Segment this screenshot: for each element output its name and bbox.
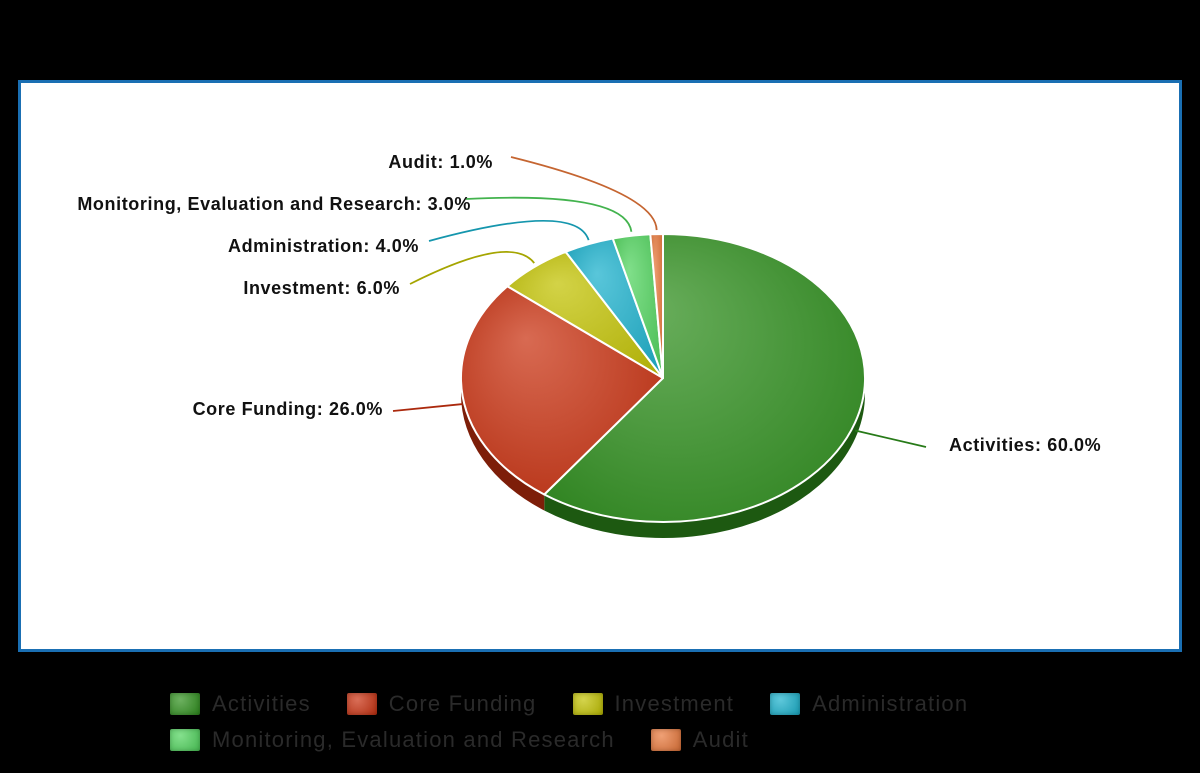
slice-depth-0 bbox=[544, 378, 865, 538]
slice-labels: Activities: 60.0% Core Funding: 26.0% Inve… bbox=[77, 152, 1101, 455]
legend-label: Administration bbox=[812, 691, 969, 716]
legend-item[interactable]: Administration bbox=[770, 691, 968, 717]
slice-label: Administration: 4.0% bbox=[228, 236, 419, 256]
pie-chart: Activities: 60.0% Core Funding: 26.0% Inve… bbox=[77, 152, 1101, 538]
leader-line bbox=[465, 196, 633, 232]
leader-line bbox=[510, 156, 658, 231]
leader-line bbox=[428, 219, 590, 242]
legend-swatch bbox=[170, 729, 200, 751]
slice-label: Monitoring, Evaluation and Research: 3.0… bbox=[77, 194, 471, 214]
legend-swatch bbox=[346, 693, 377, 715]
leader-line bbox=[854, 429, 927, 448]
legend-label: Monitoring, Evaluation and Research bbox=[212, 727, 615, 752]
legend-swatch bbox=[170, 693, 200, 715]
legend-label: Investment bbox=[614, 691, 735, 716]
legend-item[interactable]: Monitoring, Evaluation and Research bbox=[170, 727, 615, 753]
pie-slices bbox=[460, 233, 866, 523]
pie-depth bbox=[461, 378, 865, 538]
slice-label: Audit: 1.0% bbox=[388, 152, 493, 172]
slice-audit[interactable] bbox=[649, 233, 664, 379]
legend-row: Activities Core Funding Investment Administ… bbox=[170, 686, 1070, 722]
slice-core-funding[interactable] bbox=[460, 285, 664, 496]
legend: Activities Core Funding Investment Administ… bbox=[170, 686, 1070, 758]
slice-activities[interactable] bbox=[543, 233, 866, 523]
legend-row: Monitoring, Evaluation and Research Audit bbox=[170, 722, 1070, 758]
slice-label: Investment: 6.0% bbox=[243, 278, 400, 298]
legend-swatch bbox=[650, 729, 681, 751]
legend-item[interactable]: Investment bbox=[572, 691, 735, 717]
legend-item[interactable]: Core Funding bbox=[346, 691, 537, 717]
slice-depth-1 bbox=[461, 378, 545, 511]
legend-item[interactable]: Audit bbox=[650, 727, 749, 753]
legend-label: Core Funding bbox=[388, 691, 537, 716]
legend-swatch bbox=[770, 693, 801, 715]
legend-swatch bbox=[572, 693, 603, 715]
slice-label: Activities: 60.0% bbox=[949, 435, 1101, 455]
leader-lines bbox=[392, 156, 927, 448]
legend-label: Audit bbox=[692, 727, 749, 752]
plot-area: Activities: 60.0% Core Funding: 26.0% Inve… bbox=[18, 80, 1182, 652]
leader-line bbox=[392, 403, 463, 412]
leader-line bbox=[409, 251, 535, 285]
slice-label: Core Funding: 26.0% bbox=[193, 399, 383, 419]
legend-label: Activities bbox=[212, 691, 311, 716]
legend-item[interactable]: Activities bbox=[170, 691, 311, 717]
